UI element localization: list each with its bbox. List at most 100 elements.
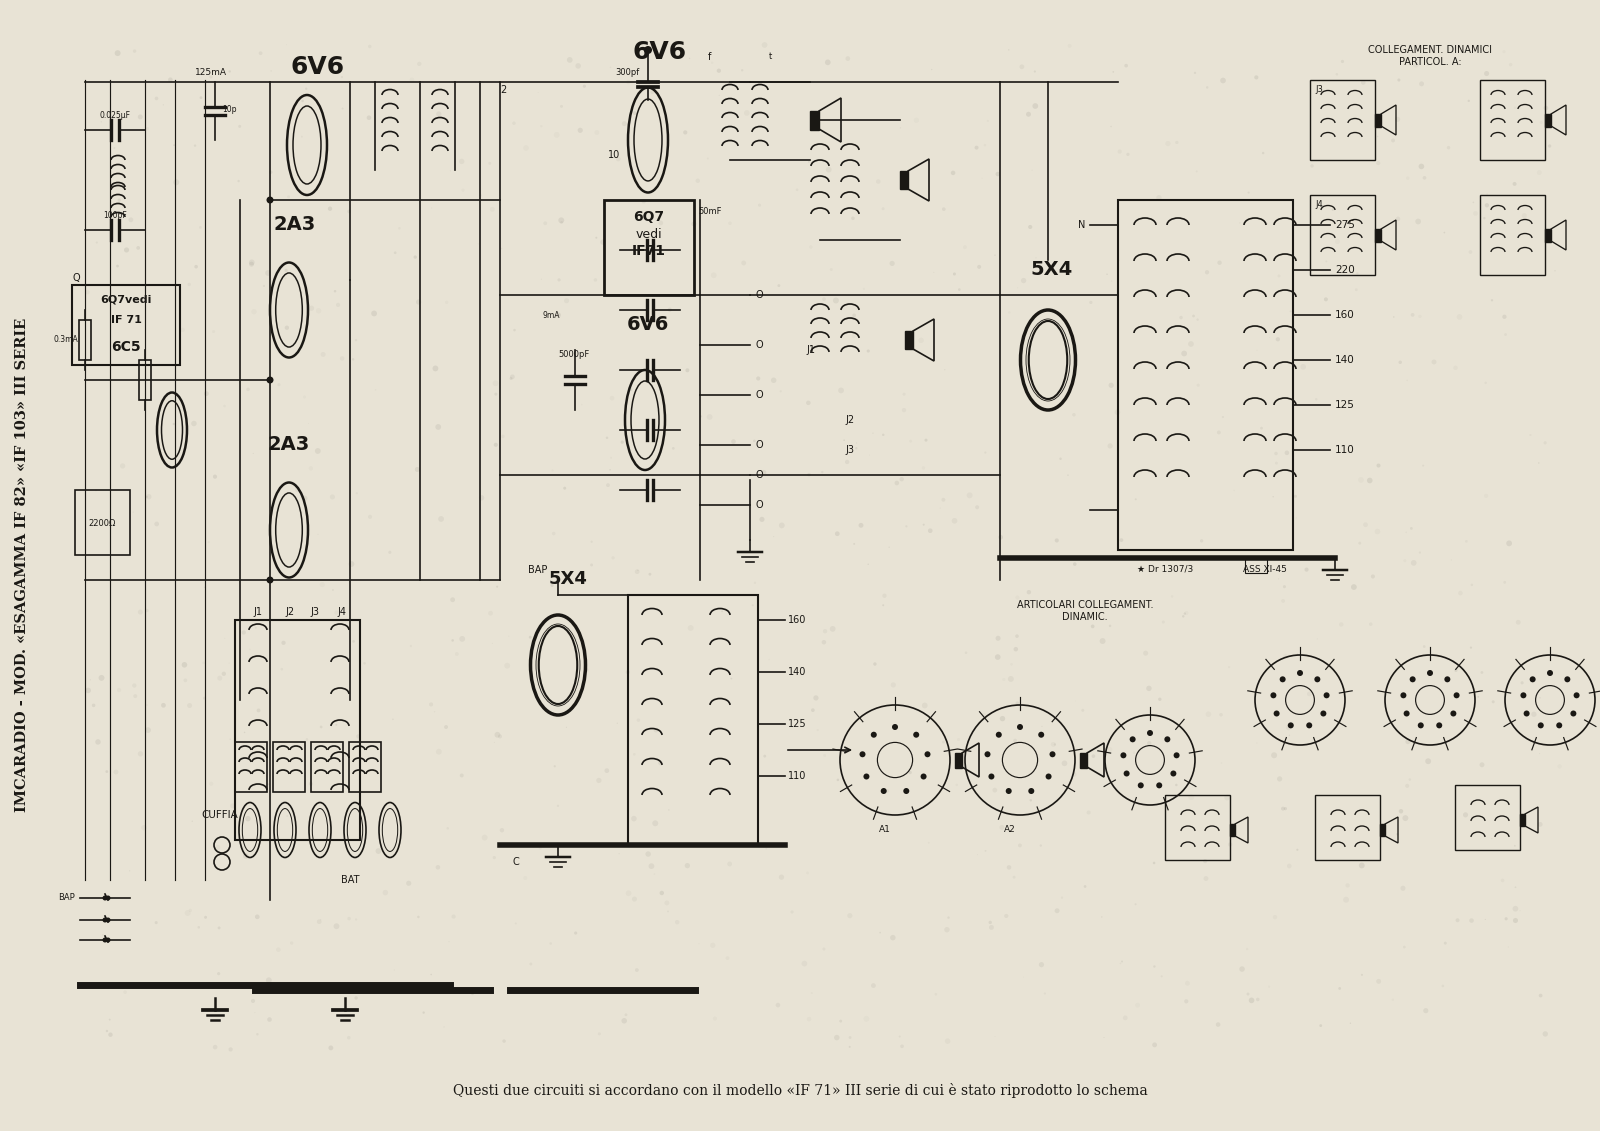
Circle shape [778, 284, 781, 287]
Circle shape [267, 197, 274, 204]
Circle shape [1074, 562, 1077, 566]
Circle shape [416, 300, 421, 304]
Circle shape [557, 278, 560, 282]
Bar [75, 490, 130, 555]
Circle shape [893, 724, 898, 729]
Circle shape [659, 891, 664, 896]
Circle shape [498, 734, 502, 739]
Circle shape [1283, 585, 1286, 588]
Text: IMCARADIO - MOD. «ESAGAMMA IF 82» «IF 103» III SERIE: IMCARADIO - MOD. «ESAGAMMA IF 82» «IF 10… [14, 318, 29, 812]
Circle shape [302, 495, 307, 501]
Circle shape [363, 662, 366, 665]
Circle shape [1274, 710, 1280, 717]
Text: 160: 160 [1334, 310, 1355, 320]
Circle shape [1419, 164, 1424, 170]
Circle shape [1270, 752, 1277, 758]
Circle shape [1240, 966, 1245, 972]
Circle shape [1027, 590, 1030, 595]
Text: vedi: vedi [635, 228, 662, 241]
Text: J3: J3 [1315, 85, 1323, 94]
Circle shape [1120, 752, 1126, 758]
Circle shape [115, 50, 120, 57]
Circle shape [989, 774, 995, 779]
Bar [1520, 814, 1525, 826]
Circle shape [998, 535, 1003, 539]
Circle shape [102, 984, 107, 988]
Circle shape [629, 388, 632, 391]
Circle shape [1445, 676, 1450, 682]
Circle shape [1331, 208, 1334, 210]
Circle shape [1050, 751, 1056, 758]
Circle shape [880, 932, 882, 933]
Circle shape [606, 437, 608, 439]
Circle shape [894, 481, 899, 485]
Circle shape [1280, 676, 1286, 682]
Text: 125mA: 125mA [195, 68, 227, 77]
Circle shape [1320, 710, 1326, 717]
Circle shape [731, 677, 733, 680]
Circle shape [1453, 692, 1459, 698]
Circle shape [840, 1020, 842, 1022]
Text: J2: J2 [845, 415, 854, 425]
Text: 2A3: 2A3 [274, 215, 317, 234]
Circle shape [1366, 477, 1373, 483]
Circle shape [859, 751, 866, 758]
Circle shape [1261, 426, 1262, 430]
Circle shape [771, 378, 776, 383]
Text: Questi due circuiti si accordano con il modello «IF 71» III serie di cui è stato: Questi due circuiti si accordano con il … [453, 1082, 1147, 1097]
Text: 100pF: 100pF [102, 211, 126, 221]
Circle shape [1123, 770, 1130, 777]
Text: 140: 140 [1334, 355, 1355, 365]
Circle shape [1248, 191, 1250, 193]
Circle shape [1216, 1022, 1221, 1027]
Circle shape [760, 517, 765, 523]
Circle shape [1350, 584, 1357, 590]
Circle shape [1099, 638, 1106, 644]
Circle shape [1157, 783, 1162, 788]
Circle shape [923, 524, 925, 526]
Circle shape [1314, 676, 1320, 682]
Circle shape [205, 916, 206, 918]
Circle shape [1462, 812, 1469, 818]
Circle shape [94, 490, 98, 491]
Circle shape [754, 440, 755, 442]
Circle shape [1006, 865, 1011, 870]
Bar [78, 320, 91, 360]
Bar [139, 360, 150, 400]
Circle shape [306, 87, 307, 89]
Circle shape [1341, 60, 1344, 63]
Circle shape [413, 256, 418, 259]
Bar [1480, 195, 1546, 275]
Circle shape [1437, 723, 1442, 728]
Circle shape [285, 269, 288, 271]
Circle shape [203, 697, 206, 700]
Circle shape [1054, 743, 1056, 745]
Circle shape [1040, 845, 1042, 847]
Circle shape [1029, 798, 1032, 802]
Text: J1: J1 [806, 345, 814, 355]
Text: 110: 110 [787, 771, 806, 782]
Text: IF 71: IF 71 [110, 316, 141, 325]
Circle shape [1514, 918, 1518, 923]
Circle shape [194, 145, 197, 147]
Circle shape [1538, 822, 1542, 827]
Text: ARTICOLARI COLLEGAMENT.
DINAMIC.: ARTICOLARI COLLEGAMENT. DINAMIC. [1016, 601, 1154, 622]
Circle shape [605, 768, 610, 772]
Circle shape [576, 63, 581, 69]
Circle shape [995, 172, 1000, 176]
Text: 0.3mA: 0.3mA [53, 336, 78, 345]
Circle shape [1200, 539, 1203, 543]
Circle shape [494, 732, 501, 737]
Text: 5X4: 5X4 [1030, 260, 1074, 279]
Circle shape [954, 273, 955, 276]
Circle shape [106, 770, 109, 772]
Circle shape [870, 732, 877, 737]
Circle shape [806, 400, 811, 405]
Circle shape [1109, 382, 1114, 388]
Circle shape [890, 935, 896, 940]
Circle shape [266, 977, 272, 983]
Text: O: O [755, 340, 763, 349]
Circle shape [995, 636, 1000, 641]
Circle shape [237, 180, 240, 182]
Circle shape [699, 415, 702, 417]
